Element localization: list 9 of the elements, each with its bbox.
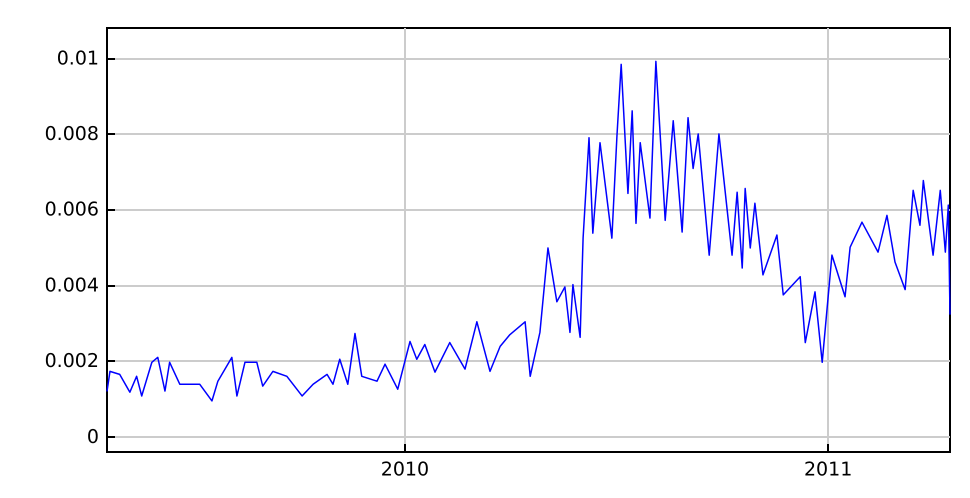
y-tick-label: 0.002: [44, 350, 99, 372]
x-tick-label: 2011: [804, 458, 852, 480]
y-tick-label: 0.01: [56, 47, 99, 70]
y-tick-label: 0.006: [44, 198, 99, 221]
x-tick-label: 2010: [380, 458, 430, 480]
y-tick-label: 0.008: [44, 123, 99, 145]
y-tick-label: 0.004: [44, 274, 99, 296]
line-series: [106, 60, 951, 402]
y-tick-label: 0: [86, 426, 99, 448]
